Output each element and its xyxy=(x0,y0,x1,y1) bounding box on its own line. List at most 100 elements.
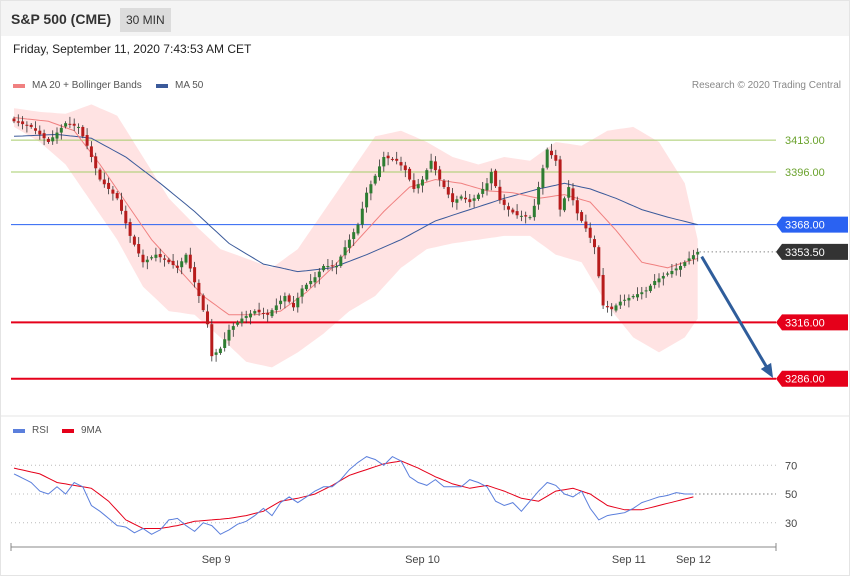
candle-body xyxy=(644,290,648,292)
candle-body xyxy=(352,232,356,240)
candle xyxy=(175,260,179,274)
candle xyxy=(317,268,321,285)
candle xyxy=(571,183,575,206)
candle xyxy=(511,207,515,215)
candle-body xyxy=(679,265,682,270)
candle xyxy=(614,303,618,313)
candle-body xyxy=(184,254,188,263)
candle xyxy=(679,262,682,277)
candle xyxy=(464,190,467,203)
x-tick-label: Sep 10 xyxy=(405,554,440,566)
candle xyxy=(266,309,270,322)
candle xyxy=(343,240,347,259)
candle xyxy=(575,196,579,221)
candle-body xyxy=(356,224,360,234)
candle xyxy=(111,186,115,201)
candle xyxy=(107,177,111,195)
legend-9ma-label: 9MA xyxy=(81,425,102,436)
candle-body xyxy=(244,316,248,318)
ma9-swatch xyxy=(62,428,74,433)
candle xyxy=(218,346,222,355)
candle xyxy=(330,260,334,272)
candle xyxy=(154,247,158,262)
candle-body xyxy=(102,179,106,185)
candle-body xyxy=(25,124,29,126)
level-3413.00: 3413.00 xyxy=(11,135,825,147)
candle-body xyxy=(236,322,240,325)
candle-body xyxy=(55,132,59,139)
candle xyxy=(627,294,631,308)
candle xyxy=(124,205,128,229)
candle-body xyxy=(489,172,493,184)
candle-body xyxy=(580,212,584,221)
level-3286.00: 3286.00 xyxy=(11,370,848,387)
candle-body xyxy=(218,348,222,354)
candle xyxy=(171,253,175,269)
candle-body xyxy=(64,123,68,127)
candle-body xyxy=(464,197,467,200)
candle xyxy=(201,293,205,312)
candle-body xyxy=(442,180,446,188)
candle-body xyxy=(313,277,317,283)
timeframe-button[interactable]: 30 MIN xyxy=(120,8,171,32)
candle xyxy=(485,178,489,196)
candle xyxy=(227,324,231,346)
candle-body xyxy=(378,166,381,178)
candle xyxy=(519,210,523,222)
candle-body xyxy=(150,257,154,259)
candle xyxy=(481,181,485,198)
candle-body xyxy=(296,297,300,308)
candle xyxy=(42,129,46,146)
rsi-tick-label: 70 xyxy=(785,460,797,472)
candle xyxy=(494,168,498,188)
level-label: 3286.00 xyxy=(785,374,825,386)
candle-body xyxy=(77,126,80,128)
candle-body xyxy=(89,146,93,157)
candle xyxy=(459,194,463,201)
candle-body xyxy=(300,288,304,297)
candle xyxy=(68,116,72,129)
level-tag xyxy=(776,216,848,233)
candle xyxy=(240,311,244,327)
candle xyxy=(412,173,416,193)
candle-body xyxy=(261,312,265,314)
candle-body xyxy=(481,188,485,194)
candle-body xyxy=(403,165,407,171)
candle-body xyxy=(72,123,76,126)
candle-body xyxy=(34,128,37,131)
candle xyxy=(588,222,592,244)
candle-body xyxy=(287,295,291,302)
candle-body xyxy=(588,227,592,238)
candle xyxy=(326,259,330,271)
candle-body xyxy=(425,170,429,180)
candle-body xyxy=(541,168,545,188)
candle xyxy=(72,118,76,131)
candle-body xyxy=(111,189,115,194)
candle xyxy=(16,114,20,127)
candle xyxy=(369,180,373,201)
candle-body xyxy=(330,265,334,267)
candle-body xyxy=(85,135,89,146)
candle-body xyxy=(670,270,674,275)
candle-body xyxy=(661,275,665,279)
level-3396.00: 3396.00 xyxy=(11,167,825,179)
candle xyxy=(451,188,455,208)
candle xyxy=(206,304,209,328)
candle xyxy=(584,214,588,232)
candle xyxy=(593,235,596,255)
credit-text: Research © 2020 Trading Central xyxy=(691,80,841,91)
candle xyxy=(429,153,433,173)
candle-body xyxy=(575,200,579,214)
candle xyxy=(648,283,652,293)
legend-ma20-label: MA 20 + Bollinger Bands xyxy=(32,80,142,91)
candle-body xyxy=(507,206,510,210)
candle xyxy=(537,181,541,210)
candle xyxy=(356,222,360,236)
candle-body xyxy=(674,268,678,271)
candle xyxy=(528,215,532,220)
candle-body xyxy=(511,209,515,213)
legend-ma50-label: MA 50 xyxy=(175,80,204,91)
candle xyxy=(180,257,184,275)
candle xyxy=(231,322,235,337)
legend-ma50: MA 50 xyxy=(156,80,203,91)
